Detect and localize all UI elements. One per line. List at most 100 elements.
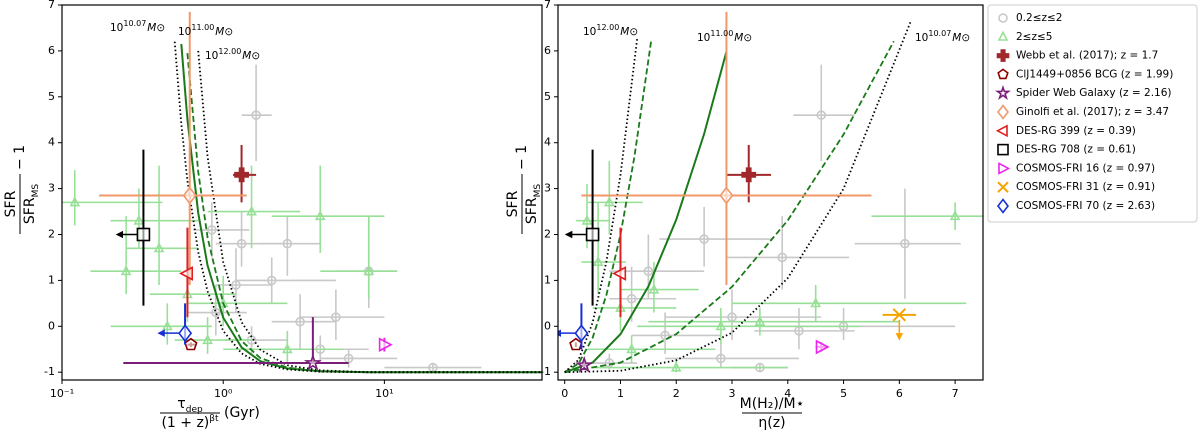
- legend-label: 2≤z≤5: [1016, 31, 1052, 43]
- label-text: M(H₂)/M⋆: [740, 396, 805, 412]
- marker: [626, 343, 637, 354]
- legend-label: COSMOS-FRI 70 (z = 2.63): [1016, 200, 1155, 212]
- ann-exp: 10.07: [928, 29, 951, 38]
- marker: [592, 255, 604, 267]
- curve-annotation: 1010.07M⊙: [110, 19, 165, 34]
- legend-marker: [998, 13, 1008, 23]
- x-tick-label: 10¹: [375, 387, 393, 400]
- x-tick-label: 2: [673, 387, 680, 400]
- curve-annotation: 1012.00M⊙: [583, 23, 638, 38]
- marker: [161, 320, 173, 331]
- label-text: (1 + z): [161, 415, 209, 431]
- label-sub: MS: [31, 184, 41, 198]
- marker: [741, 167, 757, 183]
- y-tick-label: 1: [48, 273, 55, 286]
- axes-frame: [61, 4, 543, 381]
- marker: [716, 353, 726, 364]
- label-numerator: M(H₂)/M⋆: [740, 396, 805, 412]
- y-tick-label: 4: [48, 136, 55, 149]
- legend-marker: [997, 68, 1009, 80]
- curve: [180, 43, 542, 374]
- marker: [266, 275, 277, 286]
- x-tick-label: 7: [952, 387, 959, 400]
- marker: [217, 297, 229, 308]
- y-tick-label: 3: [48, 182, 55, 195]
- y-axis-label: SFR SFRMS− 1: [3, 145, 41, 234]
- y-tick-label: 4: [544, 136, 551, 149]
- legend-label: 0.2≤z≤2: [1016, 12, 1063, 24]
- legend-label: COSMOS-FRI 16 (z = 0.97): [1016, 162, 1155, 174]
- label-text: SFR: [3, 190, 19, 217]
- ann-exp: 12.00: [596, 23, 619, 32]
- plot-area: [62, 11, 542, 374]
- marker: [281, 343, 293, 354]
- label-numerator: SFR: [505, 190, 521, 217]
- marker: [612, 266, 627, 281]
- y-tick-label: 3: [544, 182, 551, 195]
- curve: [564, 21, 912, 374]
- label-text: SFR: [505, 190, 521, 217]
- marker: [178, 324, 193, 343]
- marker: [603, 196, 615, 207]
- curve-annotation: 1011.00M⊙: [178, 23, 233, 38]
- ann-exp: 11.00: [710, 29, 733, 38]
- label-denominator: (1 + z)βt: [161, 414, 219, 432]
- legend-marker: [997, 30, 1009, 41]
- x-tick-label: 3: [729, 387, 736, 400]
- marker: [816, 110, 827, 120]
- legend-label: DES-RG 708 (z = 0.61): [1016, 144, 1136, 156]
- marker: [378, 337, 393, 353]
- y-tick-label: 5: [544, 90, 551, 103]
- x-tick-label: 1: [617, 387, 624, 400]
- x-tick-label: 0: [561, 387, 568, 400]
- marker: [574, 324, 589, 343]
- curve: [173, 41, 542, 374]
- ann-base: 10: [583, 26, 596, 38]
- marker: [754, 315, 766, 326]
- legend-marker: [997, 181, 1009, 193]
- legend-marker: [995, 84, 1011, 101]
- ann-unit: M⊙: [952, 32, 970, 44]
- label-sub: dep: [186, 405, 203, 415]
- legend-box: [987, 4, 1198, 223]
- axes-frame: [557, 4, 984, 381]
- y-tick-label: -1: [540, 365, 551, 378]
- marker: [153, 242, 165, 253]
- marker: [303, 353, 322, 371]
- label-text: SFR: [22, 197, 38, 224]
- marker: [585, 227, 600, 242]
- label-sub: MS: [533, 184, 543, 198]
- marker: [179, 266, 193, 281]
- curve-annotation: 1011.00M⊙: [697, 29, 752, 44]
- marker: [184, 337, 198, 351]
- y-tick-label: 6: [48, 44, 55, 57]
- marker: [892, 308, 907, 322]
- label-denominator: η(z): [758, 415, 785, 431]
- marker: [136, 227, 151, 242]
- marker: [810, 297, 822, 308]
- y-tick-label: 5: [48, 90, 55, 103]
- y-tick-label: 2: [48, 227, 55, 240]
- marker: [69, 196, 81, 207]
- x-tick-label: 5: [840, 387, 847, 400]
- marker: [314, 209, 326, 221]
- label-numerator: τdep: [177, 396, 203, 415]
- marker: [670, 361, 682, 372]
- legend-label: Webb et al. (2017); z = 1.7: [1016, 50, 1158, 62]
- marker: [133, 214, 145, 225]
- marker: [363, 265, 375, 276]
- label-sup: βt: [209, 414, 219, 424]
- label-tail: − 1: [12, 145, 28, 170]
- x-tick-label: 10⁰: [214, 387, 233, 400]
- curve-annotation: 1010.07M⊙: [915, 29, 970, 44]
- y-tick-label: 0: [544, 319, 551, 332]
- y-tick-label: 7: [48, 0, 55, 11]
- ann-base: 10: [697, 32, 710, 44]
- ann-exp: 12.00: [218, 47, 241, 56]
- legend-label: COSMOS-FRI 31 (z = 0.91): [1016, 181, 1155, 193]
- label-numerator: SFR: [3, 190, 19, 217]
- y-tick-label: 1: [544, 273, 551, 286]
- legend-label: Ginolfi et al. (2017); z = 3.47: [1016, 106, 1169, 118]
